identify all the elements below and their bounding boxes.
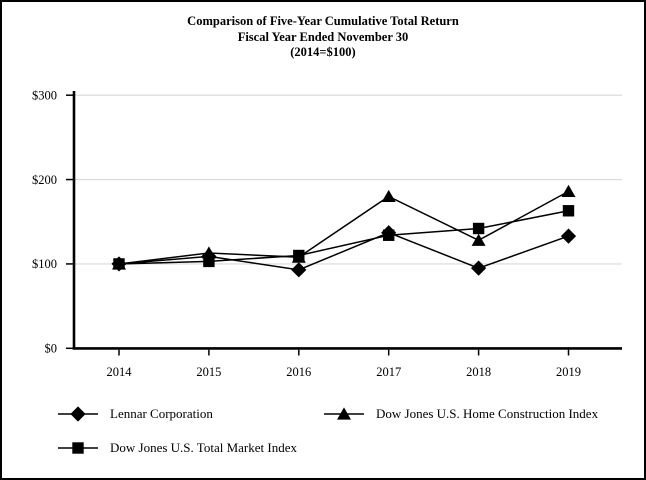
triangle-marker: [471, 233, 486, 246]
diamond-marker: [381, 225, 397, 241]
diamond-marker: [201, 248, 217, 264]
chart-title-line2: Fiscal Year Ended November 30: [237, 29, 409, 44]
triangle-marker: [291, 250, 306, 263]
square-marker: [472, 222, 485, 235]
diamond-marker: [471, 260, 487, 276]
diamond-marker: [291, 262, 307, 278]
series-line-triangle: [118, 190, 569, 265]
triangle-marker: [381, 189, 396, 203]
y-axis-label: $0: [45, 342, 58, 356]
triangle-marker: [561, 184, 576, 197]
series-line-square: [118, 210, 569, 265]
series-line-diamond: [118, 231, 569, 271]
diamond-marker: [111, 256, 127, 272]
diamond-marker: [560, 228, 577, 244]
chart-title-line1: Comparison of Five-Year Cumulative Total…: [187, 14, 459, 28]
x-axis-label: 2019: [556, 365, 581, 379]
x-axis-label: 2014: [107, 365, 133, 379]
x-axis-label: 2015: [196, 365, 221, 379]
x-axis-label: 2018: [466, 365, 491, 379]
x-axis-label: 2016: [286, 365, 311, 379]
x-axis-label: 2017: [376, 365, 401, 379]
y-axis-label: $100: [32, 257, 57, 271]
chart-title: Comparison of Five-Year Cumulative Total…: [2, 14, 644, 61]
chart-title-line3: (2014=$100): [290, 45, 356, 59]
y-axis-label: $200: [32, 173, 57, 187]
square-marker: [562, 205, 575, 217]
y-axis-label: $300: [32, 88, 57, 102]
